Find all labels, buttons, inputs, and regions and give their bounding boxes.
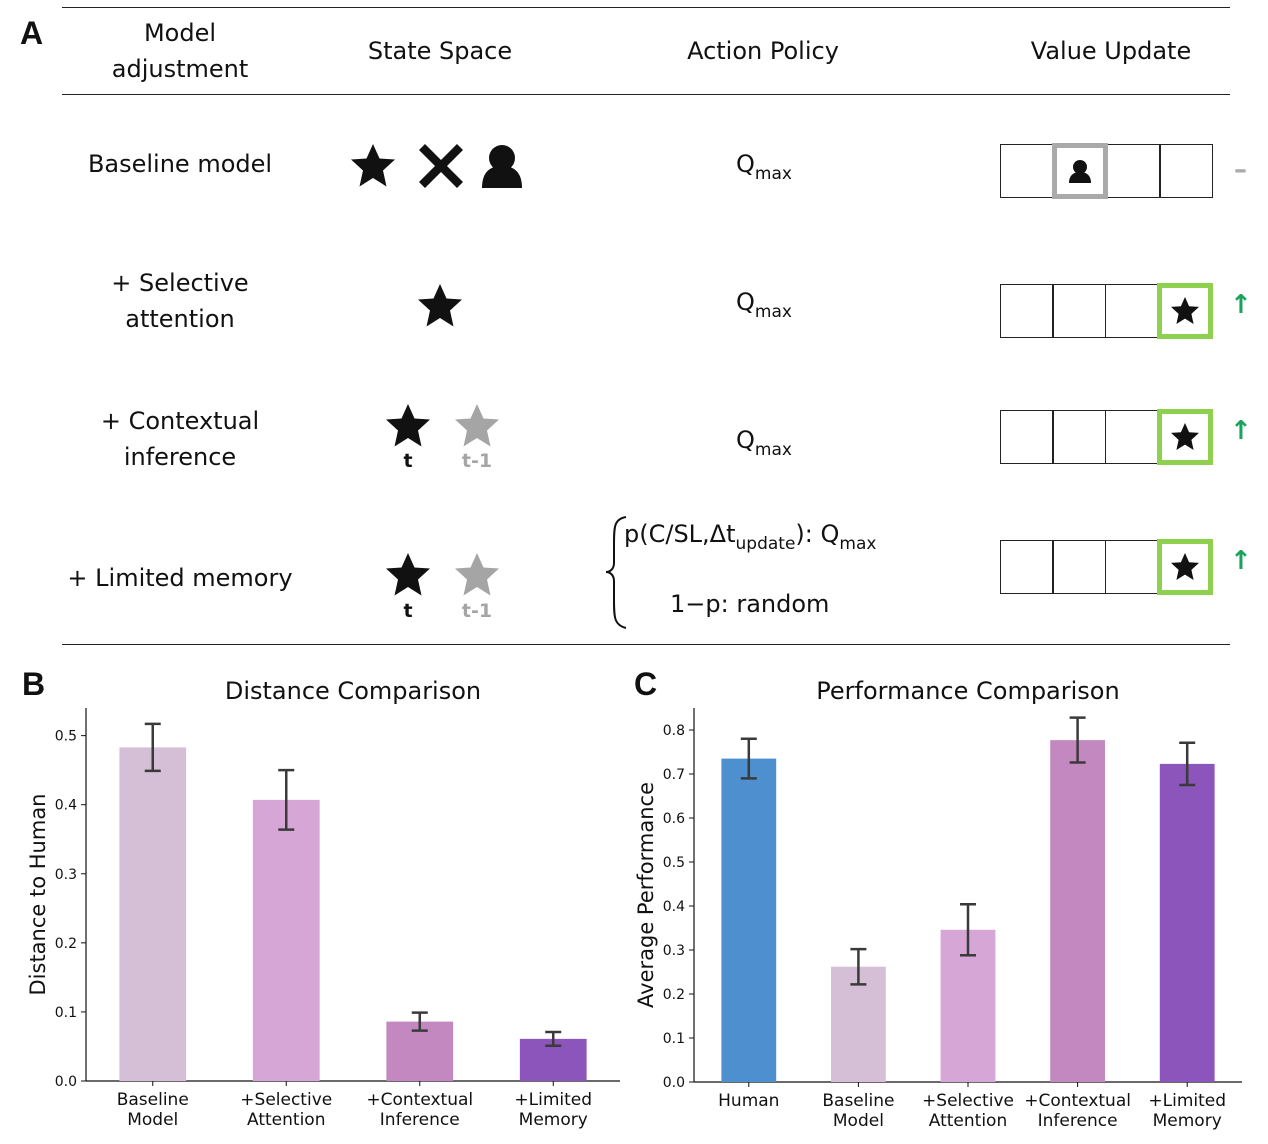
performance-comparison-chart: Performance Comparison 0.0 0.1 0.2 0.3 0.4 0.5… <box>634 677 1242 1131</box>
x-tick-label: +Contextual Inference <box>366 1090 473 1130</box>
star-icon <box>386 553 430 596</box>
value-cell <box>999 540 1054 594</box>
x-tick-label: +Limited Memory <box>1148 1091 1226 1131</box>
table-top-rule <box>62 7 1230 8</box>
star-icon <box>1171 297 1199 324</box>
bar <box>721 758 777 1082</box>
value-update-row-selective <box>999 283 1213 339</box>
header-action-policy: Action Policy <box>687 37 839 65</box>
panel-letter-c: C <box>634 666 658 702</box>
y-tick-label: 0.2 <box>55 936 77 952</box>
value-cell-highlighted <box>1157 283 1213 339</box>
time-label-t: t <box>403 450 413 472</box>
value-update-row-baseline <box>999 143 1213 199</box>
value-cell-highlighted <box>1157 539 1213 595</box>
policy-random: 1−p: random <box>670 590 830 618</box>
value-cell <box>1104 410 1159 464</box>
row-label-selective-attention: + Selective attention <box>111 269 249 333</box>
chart-title: Distance Comparison <box>225 677 481 705</box>
value-update-row-contextual <box>999 409 1213 465</box>
header-value-update: Value Update <box>1030 37 1192 65</box>
star-icon <box>351 144 395 187</box>
star-icon <box>418 284 462 327</box>
y-tick-label: 0.8 <box>663 723 685 739</box>
update-arrow-icon: ↑ <box>1230 416 1252 446</box>
x-tick-label: +Contextual Inference <box>1024 1091 1131 1131</box>
time-label-t-minus-1: t-1 <box>461 450 493 472</box>
policy-qmax: Qmax <box>736 426 792 460</box>
value-cell <box>999 410 1054 464</box>
update-arrow-icon: ↑ <box>1230 290 1252 320</box>
bar <box>119 747 187 1081</box>
row-label-baseline: Baseline model <box>87 150 273 178</box>
distance-comparison-chart: Distance Comparison 0.0 0.1 0.2 0.3 0.4 0.5 Dis… <box>26 677 620 1130</box>
y-tick-label: 0.1 <box>663 1031 685 1047</box>
x-tick-label: Baseline Model <box>822 1091 894 1131</box>
y-tick-label: 0.5 <box>663 855 685 871</box>
value-cell-highlighted <box>1052 143 1108 199</box>
star-icon <box>386 404 430 447</box>
value-cell <box>1159 144 1213 198</box>
star-icon-gray <box>455 553 499 596</box>
y-tick-label: 0.2 <box>663 987 685 1003</box>
header-state-space: State Space <box>367 37 513 65</box>
state-space-icons <box>351 144 522 596</box>
cross-icon <box>419 144 463 188</box>
x-tick-label: +Selective Attention <box>240 1090 332 1130</box>
time-label-t: t <box>403 600 413 622</box>
value-update-row-limited <box>999 539 1213 595</box>
value-cell <box>1052 540 1106 594</box>
x-tick-label: +Selective Attention <box>922 1091 1014 1131</box>
bar <box>252 799 320 1081</box>
y-tick-label: 0.0 <box>663 1075 685 1091</box>
y-tick-label: 0.4 <box>663 899 685 915</box>
policy-brace <box>605 516 627 629</box>
y-tick-label: 0.5 <box>55 729 77 745</box>
y-axis-label: Average Performance <box>634 782 658 1008</box>
y-tick-label: 0.1 <box>55 1005 77 1021</box>
bar <box>1050 740 1105 1082</box>
policy-qmax: Qmax <box>736 288 792 322</box>
row-label-contextual-inference: + Contextual inference <box>100 407 260 471</box>
policy-probabilistic-qmax: p(C/SL,Δtupdate): Qmax <box>624 520 877 554</box>
x-tick-label: +Limited Memory <box>514 1090 592 1130</box>
chart-title: Performance Comparison <box>816 677 1119 705</box>
value-cell <box>999 284 1054 338</box>
header-model-adjustment: Model adjustment <box>111 19 249 83</box>
person-icon <box>482 145 522 188</box>
update-arrow-icon: ↑ <box>1230 546 1252 576</box>
star-icon <box>1171 553 1199 580</box>
value-cell <box>1106 144 1161 198</box>
table-header-rule <box>62 94 1230 95</box>
y-tick-label: 0.3 <box>55 867 77 883</box>
x-tick-label: Human <box>718 1091 779 1111</box>
panel-letter-a: A <box>20 15 44 51</box>
value-cell <box>1104 540 1159 594</box>
table-bottom-rule <box>62 644 1230 645</box>
star-icon <box>1171 423 1199 450</box>
bar <box>1159 763 1215 1082</box>
person-icon <box>1069 160 1091 183</box>
update-mark-none: – <box>1234 155 1247 185</box>
value-cell <box>999 144 1054 198</box>
y-tick-label: 0.4 <box>55 798 77 814</box>
value-cell-highlighted <box>1157 409 1213 465</box>
value-cell <box>1052 284 1106 338</box>
policy-qmax: Qmax <box>736 150 792 184</box>
y-tick-label: 0.0 <box>55 1074 77 1090</box>
bar <box>831 966 886 1082</box>
y-axis-label: Distance to Human <box>26 794 50 996</box>
y-tick-label: 0.6 <box>663 811 685 827</box>
y-tick-label: 0.7 <box>663 767 685 783</box>
panel-letter-b: B <box>22 666 46 702</box>
star-icon-gray <box>455 404 499 447</box>
value-cell <box>1052 410 1106 464</box>
y-tick-label: 0.3 <box>663 943 685 959</box>
x-tick-label: Baseline Model <box>117 1090 189 1130</box>
time-label-t-minus-1: t-1 <box>461 600 493 622</box>
value-cell <box>1104 284 1159 338</box>
row-label-limited-memory: + Limited memory <box>67 564 293 592</box>
